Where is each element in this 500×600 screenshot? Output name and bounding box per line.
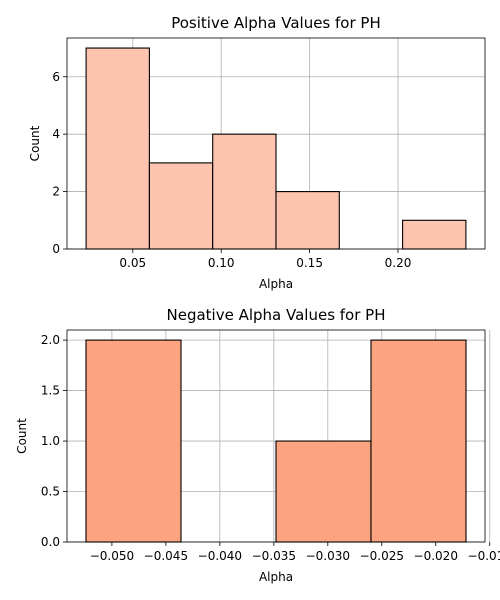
- x-tick-label: 0.10: [208, 256, 235, 270]
- axes-frame: [66, 37, 486, 250]
- y-tick-label: 6: [52, 70, 60, 84]
- x-tick-label: −0.035: [252, 549, 296, 563]
- y-axis-label: Count: [15, 418, 29, 454]
- y-axis-label: Count: [28, 125, 42, 161]
- chart-title: Negative Alpha Values for PH: [167, 306, 386, 324]
- x-tick-label: 0.15: [296, 256, 323, 270]
- chart-title: Positive Alpha Values for PH: [171, 14, 381, 32]
- x-tick-label: −0.020: [414, 549, 458, 563]
- negative-alpha-chart: −0.050 −0.045 −0.040 −0.035 −0.030 −0.025 −0.0…: [15, 306, 500, 584]
- y-tick-label: 0.5: [41, 485, 60, 499]
- x-tick-label: −0.025: [360, 549, 404, 563]
- histogram-bar: [148, 162, 214, 250]
- y-tick-label: 0: [52, 242, 60, 256]
- x-axis-label: Alpha: [259, 570, 293, 584]
- histogram-bar: [85, 47, 150, 250]
- x-tick-label: −0.045: [144, 549, 188, 563]
- x-tick-label: 0.05: [119, 256, 146, 270]
- histogram-bar: [402, 219, 467, 250]
- y-tick-label: 4: [52, 127, 60, 141]
- y-tick-label: 0.0: [41, 535, 60, 549]
- y-tick-label: 2.0: [41, 333, 60, 347]
- x-tick-label: 0.20: [385, 256, 412, 270]
- x-axis-label: Alpha: [259, 277, 293, 291]
- x-tick-label: −0.030: [306, 549, 350, 563]
- histogram-bar: [275, 191, 340, 250]
- histogram-bar: [212, 133, 277, 250]
- y-tick-label: 2: [52, 185, 60, 199]
- histogram-bar: [275, 440, 372, 543]
- axes-frame: [66, 329, 486, 543]
- x-tick-label: −0.040: [198, 549, 242, 563]
- y-tick-label: 1.0: [41, 434, 60, 448]
- histogram-bar: [370, 339, 467, 543]
- histogram-bar: [85, 339, 182, 543]
- y-tick-label: 1.5: [41, 384, 60, 398]
- x-tick-label: −0.015: [468, 549, 500, 563]
- positive-alpha-chart: 0.05 0.10 0.15 0.20 0 2 4 6 Positive Alpha Value…: [28, 14, 486, 291]
- x-tick-label: −0.050: [90, 549, 134, 563]
